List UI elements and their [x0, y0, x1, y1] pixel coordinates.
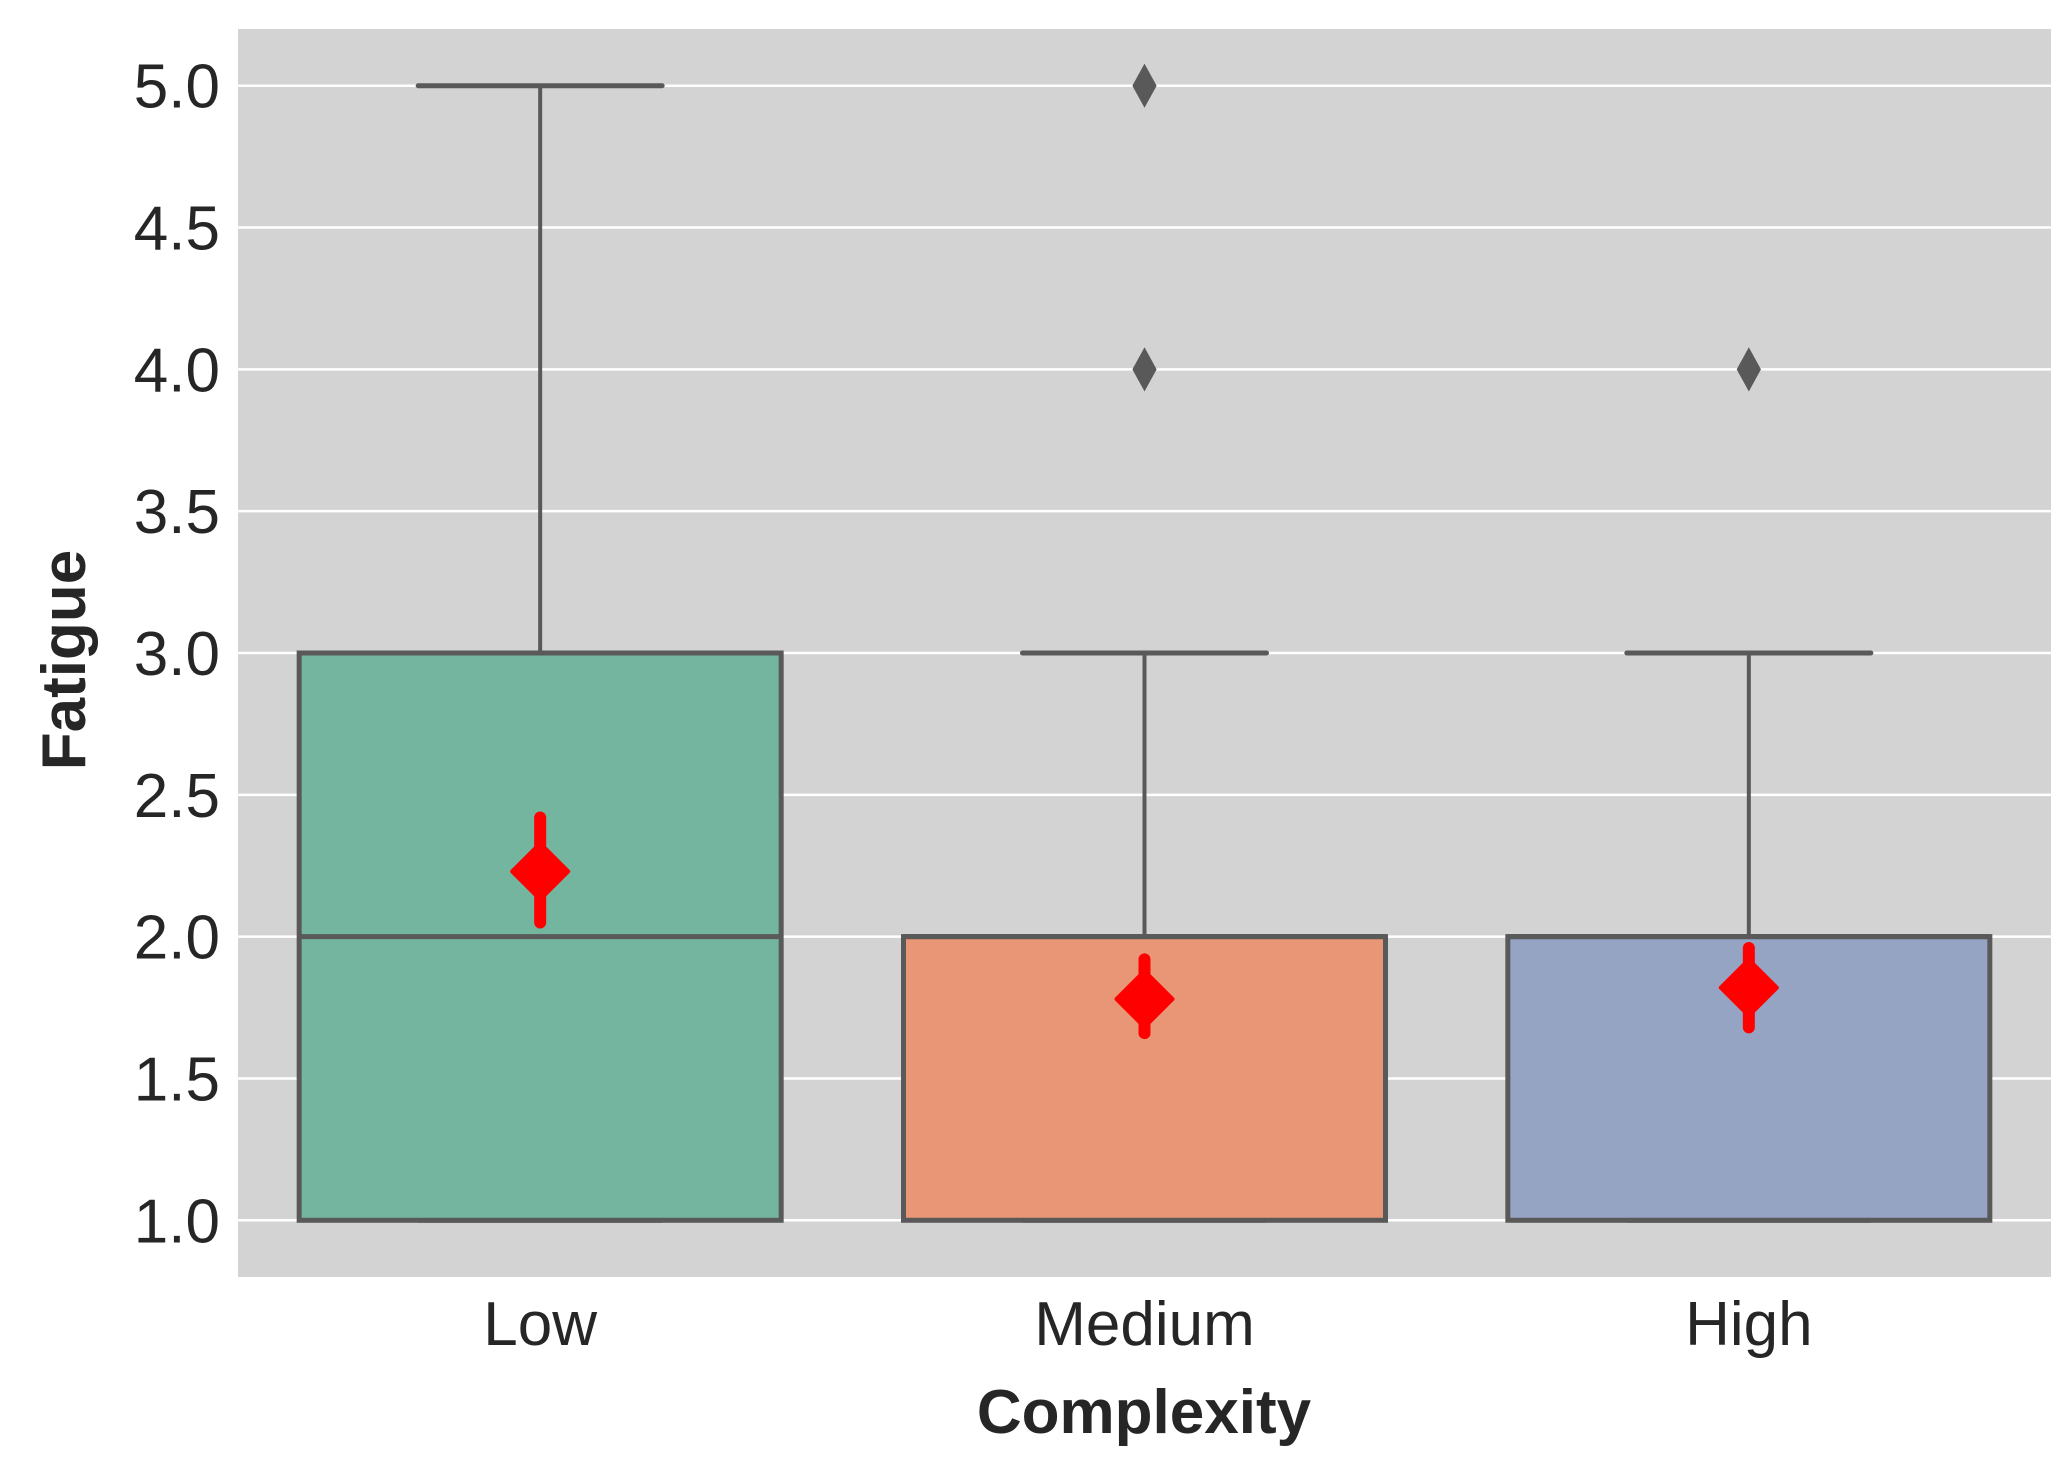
box-group-medium	[901, 63, 1388, 1223]
x-tick-label: Low	[483, 1290, 597, 1359]
y-tick-label: 3.0	[134, 620, 220, 689]
y-tick-label: 3.5	[134, 478, 220, 547]
x-tick-label: High	[1685, 1290, 1813, 1359]
outlier-point	[1736, 347, 1761, 392]
y-tick-label: 1.5	[134, 1045, 220, 1114]
box-group-low	[296, 83, 784, 1223]
y-tick-label: 5.0	[134, 53, 220, 122]
outlier-point	[1132, 347, 1157, 392]
y-tick-label: 4.5	[134, 195, 220, 264]
y-tick-label: 4.0	[134, 336, 220, 405]
y-tick-label: 2.5	[134, 762, 220, 831]
mean-marker	[1718, 957, 1779, 1018]
outlier-point	[1132, 63, 1157, 108]
x-axis-label: Complexity	[977, 1378, 1312, 1447]
x-tick-label: Medium	[1034, 1290, 1255, 1359]
y-tick-label: 2.0	[134, 904, 220, 973]
mean-marker	[510, 841, 571, 902]
y-tick-label: 1.0	[134, 1187, 220, 1256]
box-group-high	[1505, 347, 1993, 1223]
mean-marker	[1114, 969, 1175, 1030]
y-axis-label: Fatigue	[30, 550, 99, 770]
